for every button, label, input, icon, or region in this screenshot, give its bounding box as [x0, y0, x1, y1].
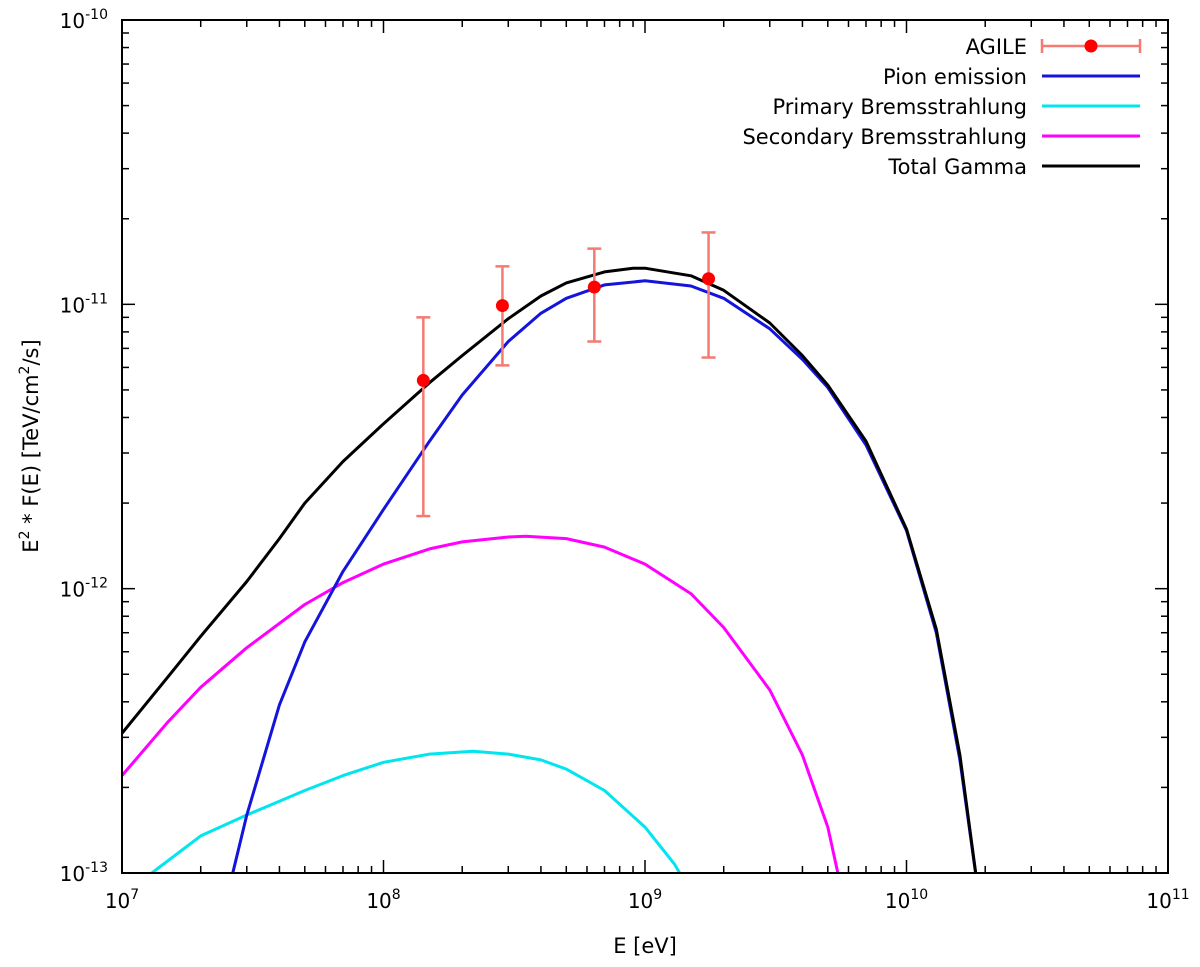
y-tick-label-exponent: -10 — [85, 7, 108, 23]
legend-label: Total Gamma — [887, 155, 1027, 179]
y-tick-label-base: 10 — [60, 862, 85, 886]
legend-label: Pion emission — [883, 65, 1027, 89]
axis-ticks — [121, 20, 1168, 874]
series-line-secondary-bremsstrahlung — [122, 534, 840, 873]
y-axis-title-part: /s] — [19, 339, 43, 365]
legend-label: Primary Bremsstrahlung — [773, 95, 1028, 119]
legend-swatch-agile-point — [1084, 39, 1098, 53]
y-tick-label-exponent: -12 — [85, 576, 108, 592]
x-tick-label: 1010 — [885, 887, 928, 913]
x-tick-label: 107 — [105, 887, 139, 913]
y-tick-label: 10-13 — [60, 860, 108, 886]
x-tick-label-base: 10 — [366, 889, 391, 913]
y-tick-label-base: 10 — [60, 9, 85, 33]
plot-frame — [121, 19, 1169, 874]
legend-label: Secondary Bremsstrahlung — [742, 125, 1027, 149]
y-tick-label-base: 10 — [60, 578, 85, 602]
y-axis-title: E2 * F(E) [TeV/cm2/s] — [17, 339, 43, 552]
y-tick-label-exponent: -11 — [85, 291, 108, 307]
agile-data-point — [587, 280, 601, 294]
y-tick-label-base: 10 — [60, 293, 85, 317]
x-tick-label: 109 — [628, 887, 662, 913]
legend: AGILE Pion emission Primary Bremsstrahlung… — [742, 35, 1142, 179]
series-layer — [122, 231, 978, 873]
x-tick-label-exponent: 7 — [130, 887, 139, 903]
x-tick-label: 1011 — [1146, 887, 1189, 913]
x-tick-label: 108 — [366, 887, 400, 913]
y-axis-title-superscript: 2 — [17, 531, 33, 540]
y-tick-label-exponent: -13 — [85, 860, 108, 876]
y-axis-title-part: * F(E) [TeV/cm — [19, 374, 43, 530]
y-axis-title-superscript: 2 — [17, 366, 33, 375]
agile-data-point — [702, 272, 716, 286]
legend-label: AGILE — [966, 35, 1027, 59]
x-tick-label-exponent: 11 — [1172, 887, 1190, 903]
y-tick-label: 10-11 — [60, 291, 108, 317]
agile-data-point — [416, 373, 430, 387]
x-tick-label-base: 10 — [105, 889, 130, 913]
x-axis-title: E [eV] — [613, 934, 677, 958]
series-line-total-gamma — [122, 266, 978, 873]
x-tick-label-exponent: 10 — [910, 887, 928, 903]
x-tick-label-exponent: 8 — [392, 887, 401, 903]
y-axis-title-part: E — [19, 539, 43, 552]
x-tick-label-base: 10 — [885, 889, 910, 913]
y-tick-label: 10-10 — [60, 7, 108, 33]
agile-data-point — [495, 299, 509, 313]
x-tick-label-base: 10 — [1146, 889, 1171, 913]
x-tick-label-base: 10 — [628, 889, 653, 913]
y-tick-label: 10-12 — [60, 576, 108, 602]
series-line-primary-bremsstrahlung — [150, 749, 682, 873]
x-tick-label-exponent: 9 — [653, 887, 662, 903]
